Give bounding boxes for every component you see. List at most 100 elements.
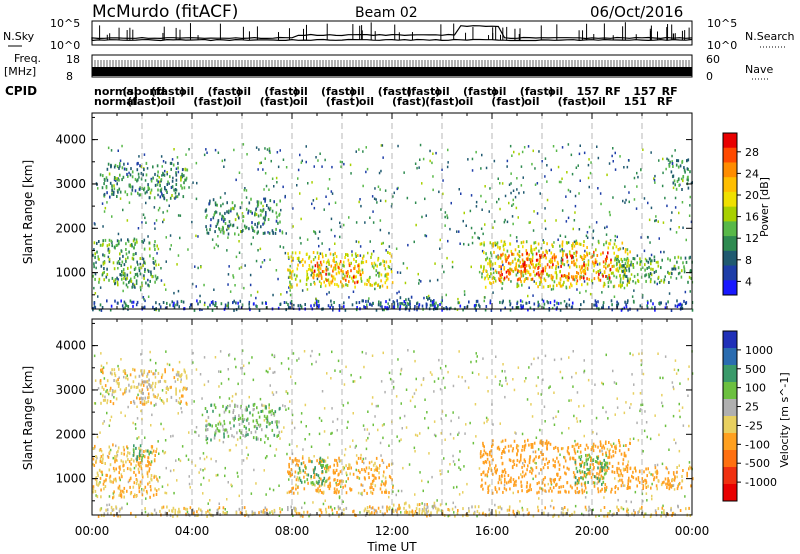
echo-cell [121,489,124,493]
echo-cell [690,270,692,274]
echo-cell [361,491,363,495]
echo-cell [530,278,533,281]
scatter-cell [164,439,167,442]
echo-cell [98,448,101,452]
scatter-cell [315,197,318,200]
scatter-cell [168,509,170,512]
echo-cell [555,271,557,275]
scatter-cell [371,354,374,357]
scatter-cell [99,431,101,434]
echo-cell [512,252,515,256]
echo-cell [118,187,121,191]
colorbar-tick-label: 24 [745,167,759,180]
scatter-cell [416,166,418,170]
scatter-cell [117,267,119,270]
echo-cell [318,266,321,270]
echo-cell [537,262,540,266]
scatter-cell [655,219,657,222]
echo-cell [357,271,360,274]
echo-cell [96,471,99,475]
echo-cell [238,414,240,418]
echo-cell [113,478,115,482]
echo-cell [476,299,479,303]
echo-cell [393,301,396,305]
echo-cell [622,276,625,280]
scatter-cell [199,373,202,376]
echo-cell [548,259,551,263]
echo-cell [133,470,135,474]
echo-cell [566,253,568,257]
cpid-entry: (fast) [321,85,355,98]
echo-cell [216,427,219,431]
echo-cell [238,423,241,426]
echo-cell [130,279,133,283]
echo-cell [117,190,119,194]
echo-cell [515,264,517,268]
scatter-cell [269,511,271,514]
scatter-cell [125,257,127,261]
scatter-cell [220,382,223,385]
echo-cell [154,248,156,251]
scatter-cell [364,457,367,460]
echo-cell [109,388,111,392]
scatter-cell [274,454,276,457]
echo-cell [302,461,305,465]
scatter-cell [458,493,461,496]
echo-cell [392,300,395,304]
echo-cell [153,266,156,270]
scatter-cell [413,446,416,450]
scatter-cell [634,490,637,494]
scatter-cell [450,419,452,423]
scatter-cell [282,246,285,249]
echo-cell [594,299,597,303]
echo-cell [316,261,319,265]
scatter-cell [271,391,274,394]
scatter-cell [370,507,373,510]
scatter-cell [569,190,572,193]
scatter-cell [217,473,219,477]
scatter-cell [504,218,506,222]
scatter-cell [531,162,533,166]
scatter-cell [358,477,361,480]
echo-cell [210,300,213,304]
scatter-cell [285,232,287,235]
scatter-cell [617,480,620,483]
echo-cell [256,406,258,410]
echo-cell [182,388,184,392]
echo-cell [403,506,405,510]
echo-cell [333,471,335,475]
scatter-cell [614,413,616,416]
echo-cell [595,271,598,275]
echo-cell [108,259,111,263]
echo-cell [475,303,478,307]
echo-cell [650,262,652,266]
echo-cell [542,251,544,255]
echo-cell [560,261,563,265]
echo-cell [319,456,322,460]
scatter-cell [162,427,165,431]
echo-cell [510,268,513,272]
scatter-cell [328,178,331,181]
scatter-cell [123,375,125,379]
scatter-cell [335,481,337,485]
scatter-cell [271,177,274,180]
scatter-cell [418,166,420,169]
scatter-cell [459,468,462,471]
scatter-cell [362,184,364,188]
echo-cell [325,470,327,474]
echo-cell [553,299,556,303]
echo-cell [138,397,141,401]
echo-cell [565,285,568,289]
cpid-entry: oil [548,85,563,98]
echo-cell [175,399,178,403]
scatter-cell [319,252,322,255]
scatter-cell [485,416,488,420]
scatter-cell [224,158,226,162]
echo-cell [320,459,323,463]
scatter-cell [413,240,415,244]
echo-cell [508,254,510,258]
scatter-cell [299,261,301,264]
echo-cell [138,269,141,273]
echo-cell [125,460,127,464]
